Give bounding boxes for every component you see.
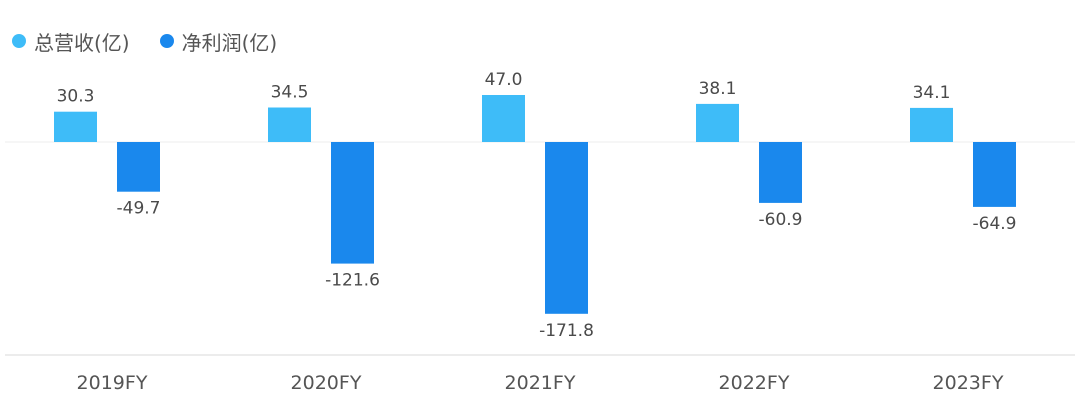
bar-revenue-2019FY[interactable] — [54, 111, 97, 142]
legend-item-revenue[interactable]: 总营收(亿) — [12, 27, 130, 56]
legend: 总营收(亿) 净利润(亿) — [12, 26, 307, 56]
x-tick-label-2023FY: 2023FY — [933, 372, 1004, 394]
x-tick-label-2021FY: 2021FY — [505, 372, 576, 394]
legend-dot-revenue-icon — [12, 34, 26, 48]
legend-item-net-profit[interactable]: 净利润(亿) — [159, 27, 278, 56]
legend-label-revenue: 总营收(亿) — [34, 30, 130, 55]
data-label-revenue-2021FY: 47.0 — [485, 70, 523, 90]
data-label-net-profit-2022FY: -60.9 — [759, 210, 803, 230]
data-label-revenue-2019FY: 30.3 — [57, 87, 95, 107]
bar-net-profit-2023FY[interactable] — [973, 142, 1016, 207]
bar-net-profit-2019FY[interactable] — [117, 142, 160, 192]
data-label-revenue-2022FY: 38.1 — [699, 79, 737, 99]
data-label-net-profit-2023FY: -64.9 — [973, 214, 1017, 234]
data-label-net-profit-2021FY: -171.8 — [539, 321, 594, 341]
x-tick-label-2019FY: 2019FY — [77, 372, 148, 394]
bar-revenue-2021FY[interactable] — [482, 95, 525, 142]
data-label-revenue-2023FY: 34.1 — [913, 83, 951, 103]
bar-net-profit-2020FY[interactable] — [331, 142, 374, 264]
data-label-net-profit-2019FY: -49.7 — [117, 199, 161, 219]
data-label-revenue-2020FY: 34.5 — [271, 83, 309, 103]
bar-net-profit-2021FY[interactable] — [545, 142, 588, 314]
bar-revenue-2023FY[interactable] — [910, 107, 953, 142]
x-tick-label-2022FY: 2022FY — [719, 372, 790, 394]
data-label-net-profit-2020FY: -121.6 — [325, 271, 380, 291]
legend-label-net-profit: 净利润(亿) — [181, 30, 278, 55]
x-tick-label-2020FY: 2020FY — [291, 372, 362, 394]
bar-net-profit-2022FY[interactable] — [759, 142, 802, 203]
legend-dot-net-profit-icon — [159, 34, 174, 48]
bar-revenue-2022FY[interactable] — [696, 103, 739, 142]
bar-revenue-2020FY[interactable] — [268, 107, 311, 143]
